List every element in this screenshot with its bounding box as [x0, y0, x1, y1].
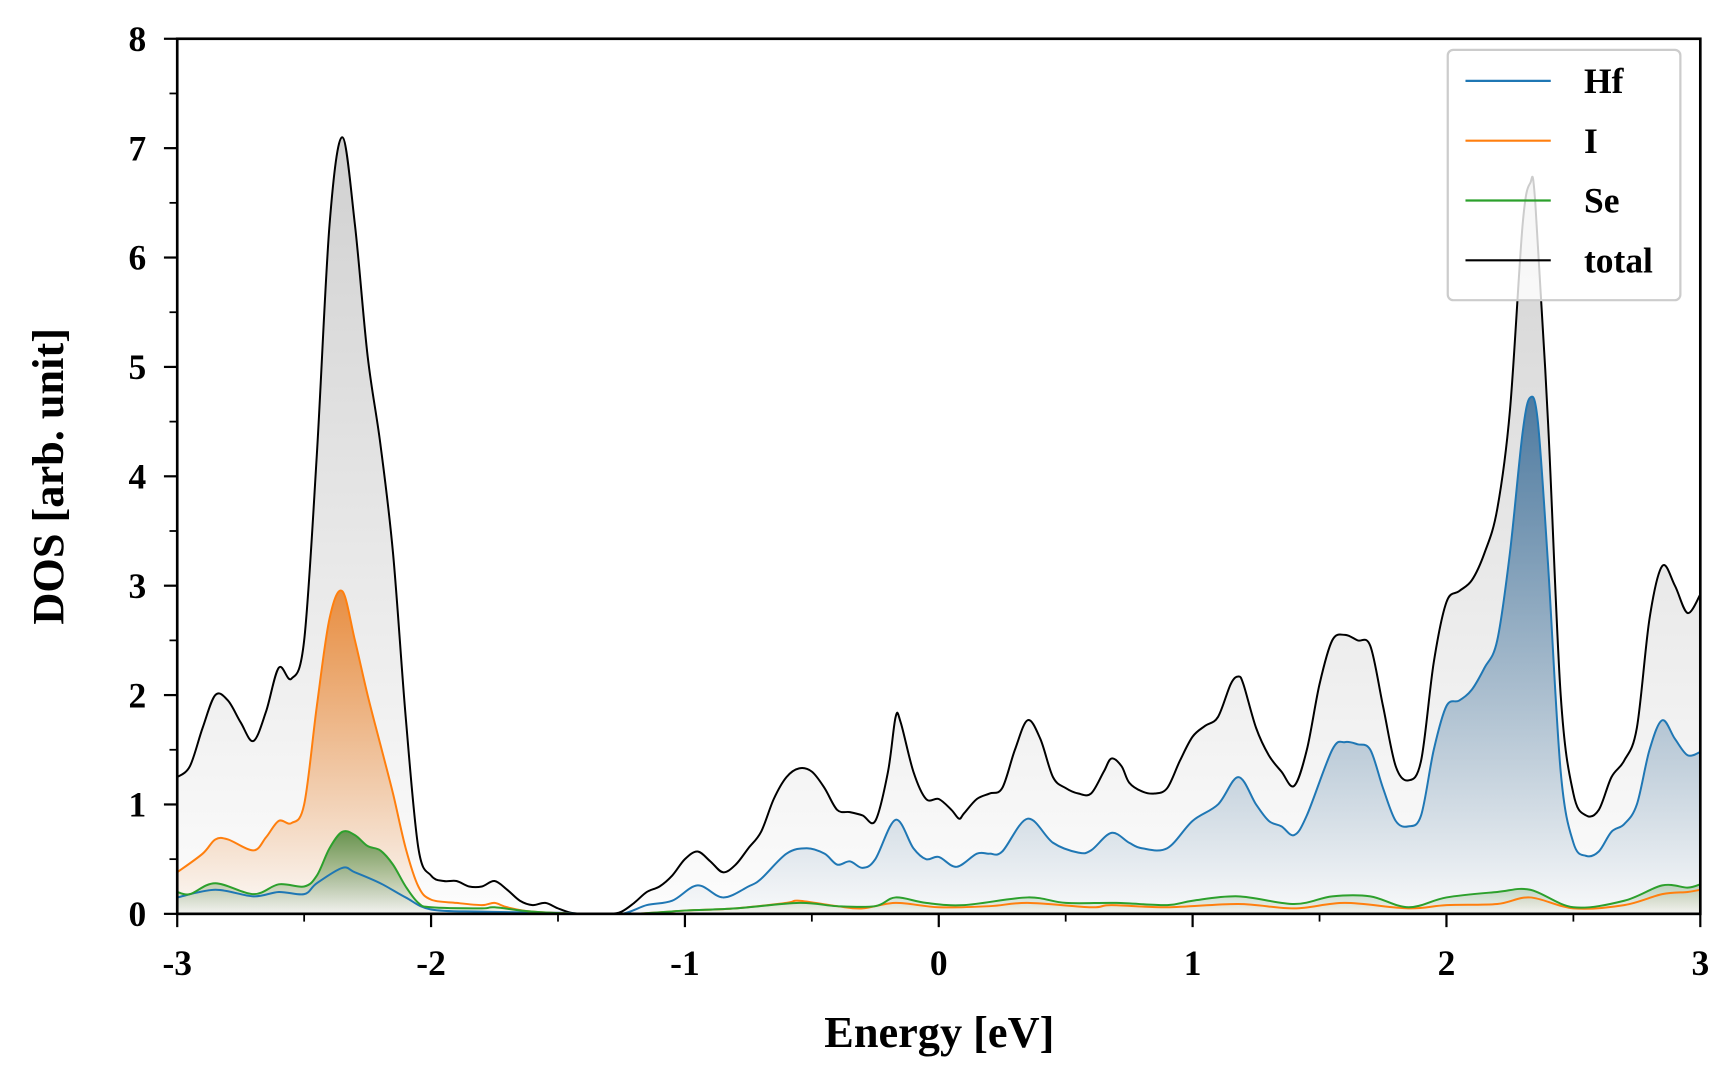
y-tick-label: 6: [128, 238, 146, 278]
y-tick-label: 7: [128, 128, 146, 168]
x-axis-label: Energy [eV]: [824, 1008, 1054, 1057]
legend: Hf I Se total: [1446, 48, 1682, 302]
y-tick-label: 0: [128, 894, 146, 934]
x-tick-label: 1: [1184, 943, 1202, 983]
fill-area-se: [177, 831, 1701, 914]
x-tick-label: -1: [670, 943, 700, 983]
y-axis-label: DOS [arb. unit]: [24, 328, 73, 625]
legend-label-total: total: [1584, 240, 1653, 280]
series-line-se: [176, 830, 1701, 915]
y-tick-label: 3: [128, 566, 146, 606]
y-tick-label: 2: [128, 675, 146, 715]
legend-label-i: I: [1584, 121, 1598, 161]
y-tick-label: 4: [128, 456, 146, 496]
legend-label-hf: Hf: [1584, 61, 1625, 101]
x-tick-label: 0: [930, 943, 948, 983]
axis-ticks: -3 -2 -1 0 1 2 3 0 1 2 3 4 5 6 7 8: [128, 19, 1709, 983]
x-tick-label: 3: [1691, 943, 1709, 983]
y-tick-label: 1: [128, 785, 146, 825]
legend-box: [1446, 48, 1682, 302]
x-tick-label: -2: [416, 943, 446, 983]
x-tick-label: -3: [162, 943, 192, 983]
series-line-total: [176, 136, 1702, 915]
y-tick-label: 5: [128, 347, 146, 387]
legend-label-se: Se: [1584, 181, 1619, 221]
y-tick-label: 8: [128, 19, 146, 59]
x-tick-label: 2: [1438, 943, 1456, 983]
fill-area-total: [177, 137, 1701, 914]
